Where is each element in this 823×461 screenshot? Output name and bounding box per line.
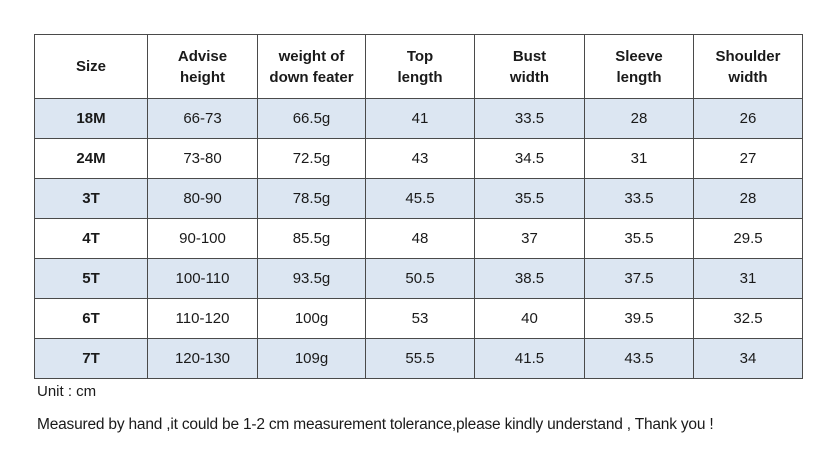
- table-cell: 31: [693, 258, 803, 299]
- table-cell: 66.5g: [257, 98, 366, 139]
- table-cell: 90-100: [147, 218, 258, 259]
- table-cell: 43: [365, 138, 475, 179]
- size-cell: 4T: [34, 218, 148, 259]
- table-cell: 38.5: [474, 258, 585, 299]
- table-cell: 33.5: [584, 178, 694, 219]
- table-cell: 85.5g: [257, 218, 366, 259]
- table-cell: 35.5: [474, 178, 585, 219]
- table-cell: 41: [365, 98, 475, 139]
- table-cell: 29.5: [693, 218, 803, 259]
- size-cell: 7T: [34, 338, 148, 379]
- table-cell: 43.5: [584, 338, 694, 379]
- header-sleeve-length: Sleeve length: [584, 34, 694, 99]
- table-cell: 34: [693, 338, 803, 379]
- table-row: 6T 110-120 100g 53 40 39.5 32.5: [34, 298, 803, 339]
- table-cell: 32.5: [693, 298, 803, 339]
- table-cell: 78.5g: [257, 178, 366, 219]
- table-cell: 100g: [257, 298, 366, 339]
- size-cell: 24M: [34, 138, 148, 179]
- table-cell: 26: [693, 98, 803, 139]
- table-row: 4T 90-100 85.5g 48 37 35.5 29.5: [34, 218, 803, 259]
- header-size: Size: [34, 34, 148, 99]
- unit-note: Unit : cm: [37, 383, 97, 400]
- table-cell: 33.5: [474, 98, 585, 139]
- table-cell: 34.5: [474, 138, 585, 179]
- table-cell: 110-120: [147, 298, 258, 339]
- size-cell: 6T: [34, 298, 148, 339]
- table-cell: 39.5: [584, 298, 694, 339]
- table-cell: 31: [584, 138, 694, 179]
- size-cell: 3T: [34, 178, 148, 219]
- table-cell: 53: [365, 298, 475, 339]
- header-bust-width: Bust width: [474, 34, 585, 99]
- table-row: 24M 73-80 72.5g 43 34.5 31 27: [34, 138, 803, 179]
- header-down-weight: weight of down feater: [257, 34, 366, 99]
- table-cell: 48: [365, 218, 475, 259]
- table-header-row: Size Advise height weight of down feater…: [34, 34, 803, 99]
- size-cell: 18M: [34, 98, 148, 139]
- table-cell: 120-130: [147, 338, 258, 379]
- table-cell: 93.5g: [257, 258, 366, 299]
- table-cell: 37.5: [584, 258, 694, 299]
- size-cell: 5T: [34, 258, 148, 299]
- table-cell: 50.5: [365, 258, 475, 299]
- table-cell: 100-110: [147, 258, 258, 299]
- header-top-length: Top length: [365, 34, 475, 99]
- table-row: 5T 100-110 93.5g 50.5 38.5 37.5 31: [34, 258, 803, 299]
- table-row: 7T 120-130 109g 55.5 41.5 43.5 34: [34, 338, 803, 379]
- table-cell: 72.5g: [257, 138, 366, 179]
- table-cell: 35.5: [584, 218, 694, 259]
- tolerance-note: Measured by hand ,it could be 1-2 cm mea…: [37, 416, 714, 433]
- header-shoulder-width: Shoulder width: [693, 34, 803, 99]
- table-cell: 27: [693, 138, 803, 179]
- table-cell: 45.5: [365, 178, 475, 219]
- table-cell: 28: [584, 98, 694, 139]
- size-chart-table: Size Advise height weight of down feater…: [34, 34, 803, 379]
- table-cell: 109g: [257, 338, 366, 379]
- table-cell: 37: [474, 218, 585, 259]
- table-row: 18M 66-73 66.5g 41 33.5 28 26: [34, 98, 803, 139]
- table-cell: 41.5: [474, 338, 585, 379]
- table-cell: 55.5: [365, 338, 475, 379]
- table-cell: 28: [693, 178, 803, 219]
- table-cell: 80-90: [147, 178, 258, 219]
- table-cell: 40: [474, 298, 585, 339]
- table-row: 3T 80-90 78.5g 45.5 35.5 33.5 28: [34, 178, 803, 219]
- header-advise-height: Advise height: [147, 34, 258, 99]
- table-cell: 73-80: [147, 138, 258, 179]
- table-cell: 66-73: [147, 98, 258, 139]
